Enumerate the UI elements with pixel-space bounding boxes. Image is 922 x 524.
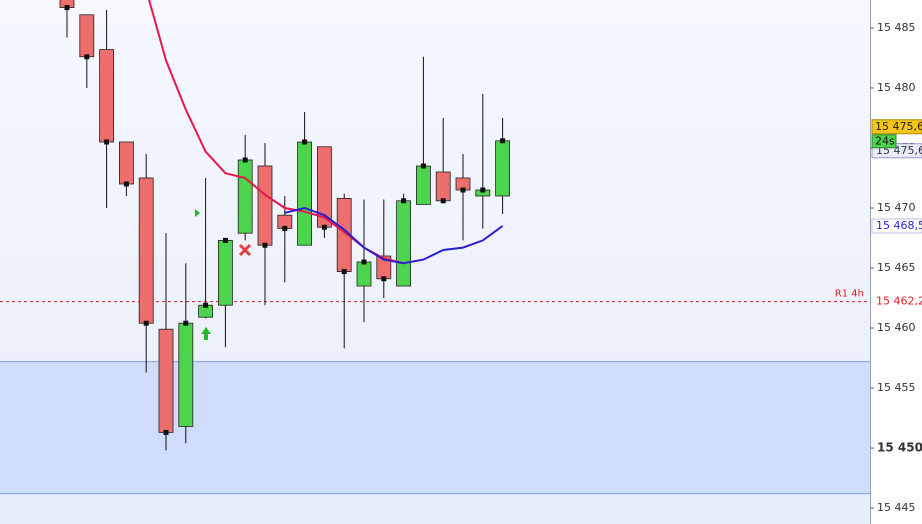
line-value-label: 15 468,5 <box>876 219 922 232</box>
timer-label: 24s <box>875 134 895 147</box>
close-tick <box>64 5 70 11</box>
close-tick <box>262 242 268 248</box>
y-tick-label: 15 455 <box>877 381 916 394</box>
candle-body <box>237 159 253 234</box>
candle-body <box>158 328 174 433</box>
close-tick <box>84 54 90 60</box>
close-tick <box>183 320 189 326</box>
y-tick-label: 15 485 <box>877 21 916 34</box>
candle-body <box>495 140 511 197</box>
candle-body <box>297 141 313 246</box>
y-tick-label: 15 480 <box>877 81 916 94</box>
buy-arrow <box>201 327 211 340</box>
close-tick <box>203 302 209 308</box>
close-tick <box>123 181 129 187</box>
indicator-line <box>284 206 504 265</box>
level-value-label: 15 462,2 <box>876 295 922 308</box>
candle-body <box>396 200 412 287</box>
y-tick-label: 15 450 <box>877 441 922 455</box>
close-tick <box>321 224 327 230</box>
close-tick <box>163 429 169 435</box>
close-tick <box>500 138 506 144</box>
value-label-box <box>871 218 922 234</box>
close-tick <box>420 163 426 169</box>
y-tick-label: 15 470 <box>877 201 916 214</box>
last-price-box <box>871 119 922 135</box>
candle-body <box>119 141 134 185</box>
close-tick <box>341 269 347 275</box>
y-tick-label: 15 465 <box>877 261 916 274</box>
close-tick <box>104 139 110 145</box>
axis-background <box>870 0 922 524</box>
candle-body <box>257 165 273 246</box>
close-tick <box>401 198 407 204</box>
candle-body <box>99 49 114 143</box>
close-tick <box>361 259 367 265</box>
y-tick-label: 15 445 <box>877 501 916 514</box>
candle-body <box>435 171 451 202</box>
last-price-label: 15 475,6 <box>875 120 922 133</box>
close-tick <box>242 157 248 163</box>
close-tick <box>143 320 149 326</box>
close-tick <box>302 139 308 145</box>
close-tick <box>282 225 288 231</box>
close-tick <box>480 187 486 193</box>
candle-body <box>178 322 194 427</box>
timer-box <box>871 134 897 149</box>
exit-marker <box>238 243 252 257</box>
y-tick-label: 15 460 <box>877 321 916 334</box>
candle-body <box>356 261 372 287</box>
close-tick <box>381 276 387 282</box>
close-tick <box>222 237 228 243</box>
candle-body <box>138 177 154 324</box>
close-tick <box>440 198 446 204</box>
close-tick <box>460 187 466 193</box>
candle-body <box>79 14 95 58</box>
candle-body <box>217 239 233 306</box>
zone <box>0 361 870 494</box>
level-label: R1 4h <box>835 289 864 300</box>
candle-body <box>415 165 431 205</box>
signal-triangle <box>195 209 200 217</box>
